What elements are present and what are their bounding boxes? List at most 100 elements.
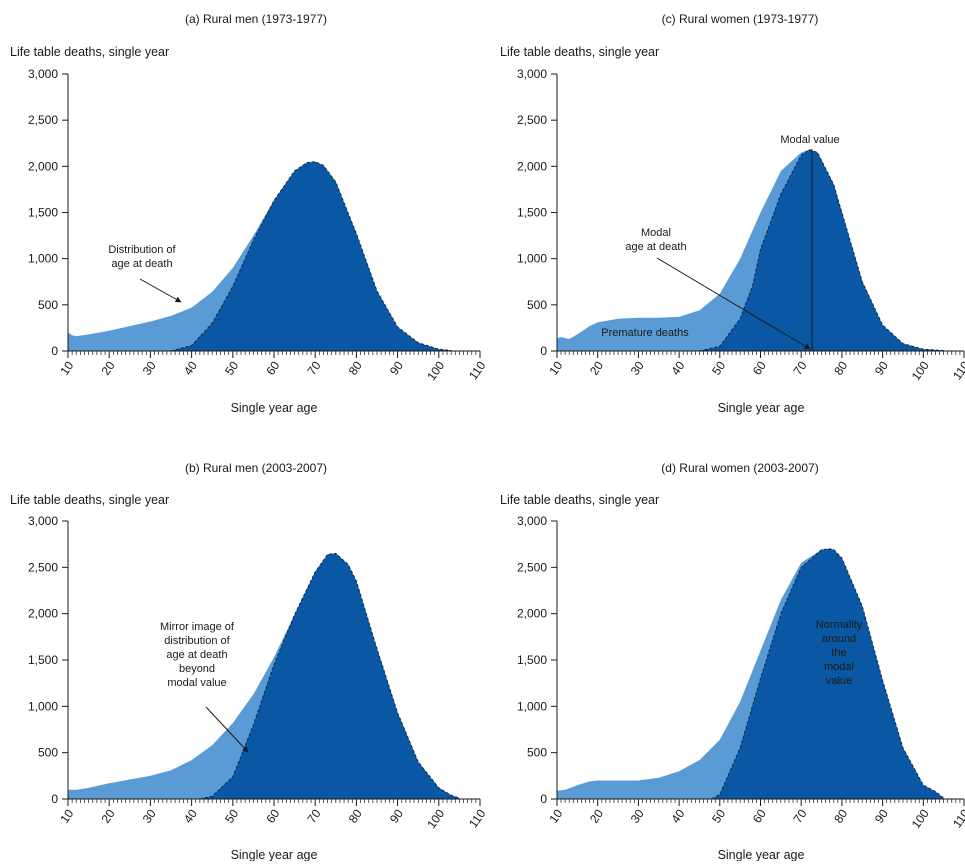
y-tick-label: 0	[51, 792, 58, 806]
area-dark	[711, 548, 944, 799]
panel-c-annotations: Modal value Modal age at death Premature…	[601, 134, 840, 351]
area-dark	[199, 553, 460, 799]
x-tick-label: 20	[587, 806, 606, 825]
y-tick-label: 1,500	[28, 653, 58, 667]
x-tick-label: 90	[872, 358, 891, 377]
y-tick-label: 1,000	[28, 252, 58, 266]
area-dark-outline	[699, 149, 944, 352]
x-tick-label: 60	[263, 358, 282, 377]
panel-c-title: (c) Rural women (1973-1977)	[662, 12, 819, 26]
x-tick-label: 100	[424, 806, 447, 831]
x-tick-label: 10	[546, 806, 565, 825]
panel-b-annotation-mirror: Mirror image of distribution of age at d…	[160, 621, 249, 753]
annotation-arrow	[205, 706, 249, 753]
x-tick-label: 40	[181, 806, 200, 825]
x-tick-label: 40	[668, 358, 687, 377]
x-tick-label: 110	[950, 806, 965, 830]
annotation-line: distribution of	[164, 635, 230, 647]
annotation-line: Modal	[641, 227, 671, 239]
y-tick-label: 2,500	[517, 560, 547, 574]
x-tick-label: 100	[909, 358, 932, 383]
x-tick-label: 100	[424, 358, 447, 383]
panel-b-title: (b) Rural men (2003-2007)	[185, 461, 327, 475]
y-tick-label: 2,500	[28, 113, 58, 127]
y-tick-label: 500	[38, 298, 58, 312]
y-tick-label: 500	[38, 746, 58, 760]
y-tick-label: 3,000	[28, 67, 58, 81]
annotation-arrow	[139, 278, 182, 303]
x-tick-label: 100	[909, 806, 932, 831]
x-tick-label: 110	[950, 358, 965, 382]
panel-a: (a) Rural men (1973-1977) Life table dea…	[10, 12, 489, 415]
panel-a-plot: 0 500 1,000 1,500 2,000 2,500 3,000 10 20 30 40 50 6…	[28, 67, 489, 383]
panel-d-xlabel: Single year age	[718, 848, 805, 861]
panel-b-plot: 0 500 1,000 1,500 2,000 2,500 3,000 10 20 30 40 50 6…	[28, 514, 489, 831]
x-tick-label: 80	[346, 358, 365, 377]
panel-d-title: (d) Rural women (2003-2007)	[661, 461, 818, 475]
annotation-line: age at death	[625, 241, 686, 253]
x-tick-label: 20	[587, 358, 606, 377]
y-tick-label: 1,500	[517, 206, 547, 220]
x-tick-label: 50	[222, 806, 241, 825]
x-tick-label: 80	[831, 806, 850, 825]
annotation-line: age at death	[166, 649, 227, 661]
panel-c-ylabel: Life table deaths, single year	[500, 45, 659, 59]
panel-b-ylabel: Life table deaths, single year	[10, 493, 169, 507]
panel-a-ylabel: Life table deaths, single year	[10, 45, 169, 59]
x-tick-label: 50	[222, 358, 241, 377]
x-tick-label: 30	[140, 806, 159, 825]
annotation-line: Distribution of	[108, 244, 176, 256]
x-tick-label: 50	[709, 358, 728, 377]
x-tick-label: 10	[57, 806, 76, 825]
panel-b: (b) Rural men (2003-2007) Life table dea…	[10, 461, 489, 862]
annotation-line: modal	[824, 661, 854, 673]
panel-a-annotation-distribution: Distribution of age at death	[108, 244, 182, 303]
x-tick-label: 90	[387, 806, 406, 825]
x-tick-label: 10	[57, 358, 76, 377]
x-tick-label: 90	[387, 358, 406, 377]
x-tick-label: 50	[709, 806, 728, 825]
annotation-line: Normality	[816, 619, 863, 631]
x-tick-label: 10	[546, 358, 565, 377]
annotation-arrow	[656, 257, 811, 350]
x-tick-label: 70	[791, 358, 810, 377]
x-tick-label: 90	[872, 806, 891, 825]
x-tick-label: 60	[750, 358, 769, 377]
x-tick-label: 110	[466, 358, 489, 382]
panel-d-plot: 0 500 1,000 1,500 2,000 2,500 3,000 10 20 30 40 50 6…	[517, 514, 965, 831]
y-tick-label: 0	[540, 344, 547, 358]
annotation-line: beyond	[179, 663, 215, 675]
y-tick-label: 2,000	[28, 159, 58, 173]
y-tick-label: 1,500	[517, 653, 547, 667]
x-tick-label: 80	[831, 358, 850, 377]
y-tick-label: 2,000	[517, 607, 547, 621]
x-tick-label: 40	[181, 358, 200, 377]
y-tick-label: 3,000	[517, 514, 547, 528]
y-tick-label: 500	[527, 746, 547, 760]
panel-c: (c) Rural women (1973-1977) Life table d…	[500, 12, 965, 415]
y-tick-label: 500	[527, 298, 547, 312]
area-dark	[699, 149, 944, 351]
x-tick-label: 70	[791, 806, 810, 825]
y-tick-label: 3,000	[517, 67, 547, 81]
y-tick-label: 2,000	[517, 159, 547, 173]
y-tick-label: 1,000	[517, 699, 547, 713]
panel-d-ylabel: Life table deaths, single year	[500, 493, 659, 507]
panel-a-title: (a) Rural men (1973-1977)	[185, 12, 327, 26]
y-tick-label: 2,500	[28, 560, 58, 574]
x-tick-label: 20	[99, 358, 118, 377]
x-tick-label: 20	[99, 806, 118, 825]
annotation-modal-value: Modal value	[780, 134, 839, 146]
y-tick-label: 1,000	[28, 699, 58, 713]
x-tick-label: 30	[140, 358, 159, 377]
x-tick-label: 30	[628, 806, 647, 825]
panel-c-xlabel: Single year age	[718, 401, 805, 415]
area-dark	[171, 161, 452, 351]
annotation-line: age at death	[111, 258, 172, 270]
y-tick-label: 2,500	[517, 113, 547, 127]
y-tick-label: 1,500	[28, 206, 58, 220]
y-tick-label: 2,000	[28, 607, 58, 621]
x-tick-label: 110	[466, 806, 489, 830]
